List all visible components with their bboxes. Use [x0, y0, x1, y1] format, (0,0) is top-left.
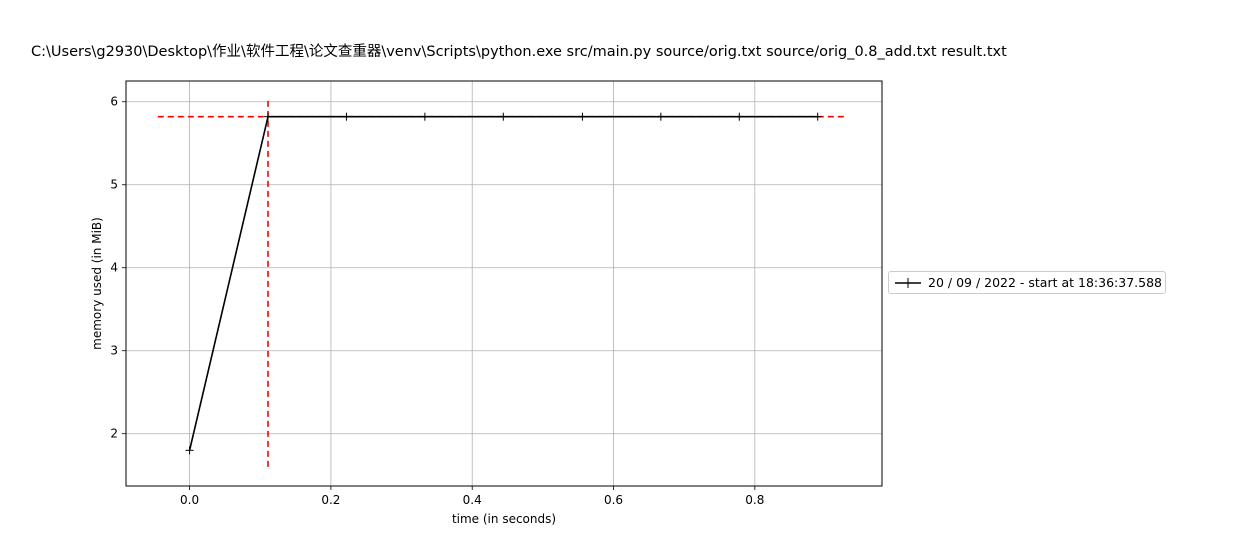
- y-tick-label: 4: [110, 261, 118, 275]
- peak-reference-lines: [157, 100, 847, 467]
- x-tick-label: 0.6: [604, 493, 623, 507]
- y-tick-label: 5: [110, 178, 118, 192]
- y-tick-label: 3: [110, 344, 118, 358]
- series-layer: [185, 112, 822, 455]
- data-point-marker: [813, 112, 822, 121]
- grid-lines: [126, 81, 882, 486]
- y-axis-label: memory used (in MiB): [90, 217, 104, 350]
- data-point-marker: [735, 112, 744, 121]
- x-axis-label: time (in seconds): [452, 512, 556, 526]
- axes-frame: [125, 80, 883, 487]
- y-tick-label: 6: [110, 95, 118, 109]
- chart-title: C:\Users\g2930\Desktop\作业\软件工程\论文查重器\ven…: [31, 44, 1007, 60]
- axis-ticks: 0.0 0.2 0.4 0.6 0.8 2 3 4 5 6: [110, 95, 764, 507]
- data-point-marker: [420, 112, 429, 121]
- data-point-marker: [185, 446, 194, 455]
- legend: 20 / 09 / 2022 - start at 18:36:37.588: [888, 271, 1166, 294]
- data-point-marker: [499, 112, 508, 121]
- data-point-marker: [578, 112, 587, 121]
- x-tick-label: 0.2: [321, 493, 340, 507]
- data-point-marker: [264, 112, 273, 121]
- data-point-marker: [656, 112, 665, 121]
- x-tick-label: 0.0: [180, 493, 199, 507]
- x-tick-label: 0.8: [745, 493, 764, 507]
- legend-label: 20 / 09 / 2022 - start at 18:36:37.588: [928, 275, 1162, 290]
- x-tick-label: 0.4: [463, 493, 482, 507]
- series-line: [188, 115, 818, 451]
- y-tick-label: 2: [110, 427, 118, 441]
- legend-line-icon: [895, 278, 921, 288]
- data-point-marker: [342, 112, 351, 121]
